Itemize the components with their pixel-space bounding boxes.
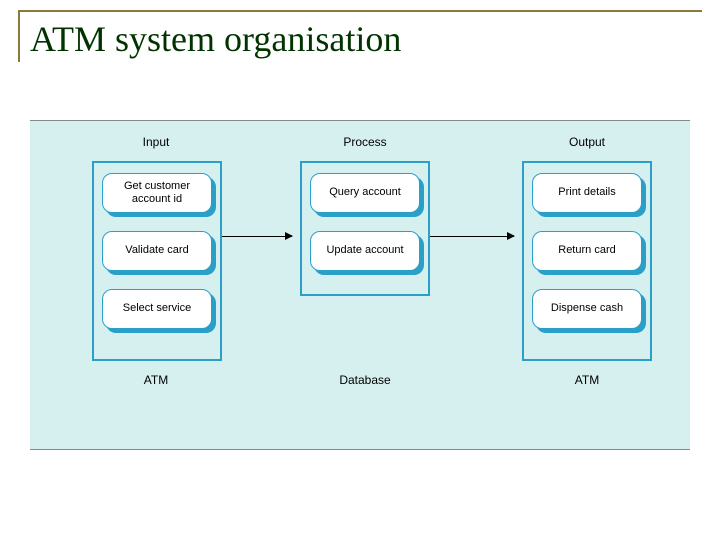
node: Get customer account id	[102, 173, 212, 217]
diagram-canvas: Input Get customer account id Validate c…	[30, 120, 690, 450]
column-process: Query account Update account	[300, 161, 430, 296]
node-label: Get customer account id	[102, 173, 212, 213]
node: Update account	[310, 231, 420, 275]
node: Validate card	[102, 231, 212, 275]
col-header-output: Output	[527, 135, 647, 149]
col-footer-input: ATM	[96, 373, 216, 387]
arrow	[430, 236, 514, 237]
node-label: Dispense cash	[532, 289, 642, 329]
node-label: Validate card	[102, 231, 212, 271]
col-header-input: Input	[96, 135, 216, 149]
col-header-process: Process	[305, 135, 425, 149]
node-label: Print details	[532, 173, 642, 213]
column-input: Get customer account id Validate card Se…	[92, 161, 222, 361]
arrow	[222, 236, 292, 237]
node: Query account	[310, 173, 420, 217]
page-title: ATM system organisation	[30, 18, 401, 60]
node: Return card	[532, 231, 642, 275]
node: Dispense cash	[532, 289, 642, 333]
node-label: Return card	[532, 231, 642, 271]
column-output: Print details Return card Dispense cash	[522, 161, 652, 361]
node-label: Select service	[102, 289, 212, 329]
node: Select service	[102, 289, 212, 333]
node: Print details	[532, 173, 642, 217]
col-footer-process: Database	[305, 373, 425, 387]
node-label: Update account	[310, 231, 420, 271]
node-label: Query account	[310, 173, 420, 213]
col-footer-output: ATM	[527, 373, 647, 387]
